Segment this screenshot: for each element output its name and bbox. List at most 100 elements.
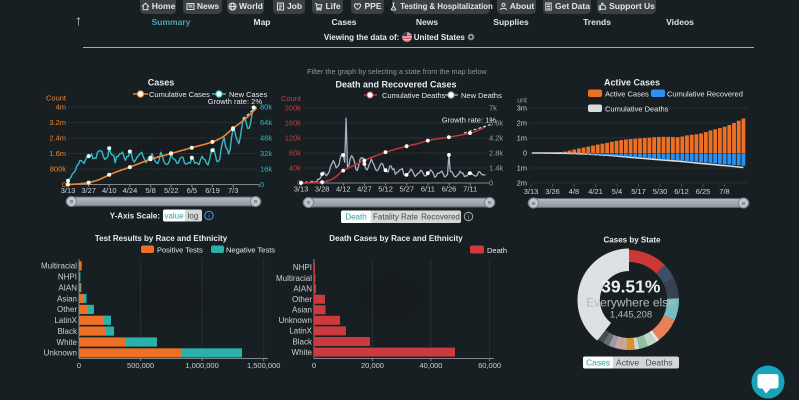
svg-text:Cumulative Deaths: Cumulative Deaths <box>605 105 669 114</box>
svg-text:≡: ≡ <box>742 201 746 208</box>
svg-text:0: 0 <box>523 149 527 158</box>
svg-text:1.6m: 1.6m <box>49 149 66 158</box>
svg-text:Active: Active <box>616 358 639 368</box>
svg-text:60,000: 60,000 <box>478 361 501 370</box>
svg-text:80k: 80k <box>260 103 272 112</box>
svg-text:4/24: 4/24 <box>123 186 138 195</box>
svg-text:3m: 3m <box>517 104 527 113</box>
svg-text:6/5: 6/5 <box>187 186 197 195</box>
svg-text:4/10: 4/10 <box>102 186 117 195</box>
svg-text:200k: 200k <box>285 104 302 113</box>
svg-text:5/17: 5/17 <box>631 187 646 196</box>
svg-text:LatinX: LatinX <box>289 327 312 336</box>
svg-text:Death Cases by Race and Ethnic: Death Cases by Race and Ethnicity <box>329 234 463 243</box>
svg-text:5/4: 5/4 <box>612 187 622 196</box>
svg-text:0: 0 <box>312 361 316 370</box>
svg-text:≡: ≡ <box>70 199 74 206</box>
svg-text:4m: 4m <box>56 103 66 112</box>
svg-text:White: White <box>57 338 78 347</box>
svg-text:unt: unt <box>517 98 527 105</box>
svg-text:log: log <box>188 211 199 220</box>
svg-text:1m: 1m <box>517 134 527 143</box>
svg-text:3/13: 3/13 <box>294 185 309 194</box>
svg-text:1,500,000: 1,500,000 <box>247 361 280 370</box>
svg-text:Cases: Cases <box>148 78 175 88</box>
svg-text:Cumulative Recovered: Cumulative Recovered <box>667 90 743 99</box>
svg-text:4/27: 4/27 <box>357 185 372 194</box>
svg-text:160k: 160k <box>285 119 302 128</box>
svg-text:Black: Black <box>57 327 78 336</box>
svg-text:3/27: 3/27 <box>81 186 96 195</box>
svg-text:1m: 1m <box>517 164 527 173</box>
svg-text:Everywhere else: Everywhere else <box>586 296 675 310</box>
svg-text:6/26: 6/26 <box>442 185 457 194</box>
svg-text:7/8: 7/8 <box>719 187 729 196</box>
svg-text:Filter the graph by selecting: Filter the graph by selecting a state fr… <box>307 67 487 76</box>
svg-text:1,445,208: 1,445,208 <box>610 310 652 321</box>
svg-text:500,000: 500,000 <box>127 361 154 370</box>
svg-text:5/27: 5/27 <box>399 185 414 194</box>
svg-text:3.2m: 3.2m <box>49 118 66 127</box>
svg-text:NHPI: NHPI <box>293 263 312 272</box>
svg-text:Asian: Asian <box>292 306 312 315</box>
svg-text:Growth rate: 1%: Growth rate: 1% <box>442 116 497 125</box>
svg-text:LatinX: LatinX <box>54 316 77 325</box>
svg-text:Fatality Rate: Fatality Rate <box>373 213 418 222</box>
svg-text:3/13: 3/13 <box>61 186 76 195</box>
svg-text:≡: ≡ <box>307 200 311 207</box>
svg-text:Black: Black <box>292 337 313 346</box>
svg-text:Deaths: Deaths <box>646 358 673 368</box>
svg-text:Active Cases: Active Cases <box>604 78 660 88</box>
svg-text:Test Results by Race and Ethni: Test Results by Race and Ethnicity <box>95 234 228 243</box>
svg-text:Recovered: Recovered <box>421 213 460 222</box>
svg-text:Y-Axis Scale:: Y-Axis Scale: <box>110 212 160 221</box>
svg-text:AIAN: AIAN <box>58 283 77 292</box>
svg-text:3/28: 3/28 <box>315 185 330 194</box>
svg-text:≡: ≡ <box>532 201 536 208</box>
svg-text:Death: Death <box>487 246 507 255</box>
svg-text:2m: 2m <box>517 119 527 128</box>
svg-text:Positive Tests: Positive Tests <box>157 246 203 255</box>
svg-text:120k: 120k <box>285 134 302 143</box>
svg-text:Growth rate: 2%: Growth rate: 2% <box>208 97 263 106</box>
svg-text:1.4k: 1.4k <box>489 164 503 173</box>
svg-text:39.51%: 39.51% <box>601 277 661 297</box>
svg-text:80k: 80k <box>289 149 301 158</box>
svg-text:32k: 32k <box>260 149 272 158</box>
svg-text:Cumulative Deaths: Cumulative Deaths <box>382 91 446 100</box>
svg-text:Negative Tests: Negative Tests <box>226 246 275 255</box>
svg-text:3/26: 3/26 <box>545 187 560 196</box>
svg-text:4/8: 4/8 <box>569 187 579 196</box>
svg-text:Active Cases: Active Cases <box>605 90 649 99</box>
svg-text:value: value <box>164 211 184 220</box>
svg-text:3/13: 3/13 <box>524 187 539 196</box>
svg-text:4/12: 4/12 <box>336 185 351 194</box>
svg-text:Death and Recovered Cases: Death and Recovered Cases <box>335 80 456 90</box>
svg-text:4.2k: 4.2k <box>489 134 503 143</box>
svg-text:5/8: 5/8 <box>145 186 155 195</box>
svg-text:NHPI: NHPI <box>58 273 77 282</box>
svg-text:5/22: 5/22 <box>164 186 179 195</box>
svg-text:Count: Count <box>46 94 67 103</box>
svg-text:0: 0 <box>260 180 264 189</box>
svg-text:Cases: Cases <box>586 358 610 368</box>
svg-text:0: 0 <box>489 179 493 188</box>
svg-text:New Cases: New Cases <box>229 90 268 99</box>
svg-text:≡: ≡ <box>488 200 492 207</box>
svg-text:7/3: 7/3 <box>228 186 238 195</box>
svg-text:0: 0 <box>77 361 81 370</box>
svg-text:≡: ≡ <box>254 199 258 206</box>
svg-text:Death: Death <box>345 213 366 222</box>
svg-text:7k: 7k <box>489 104 497 113</box>
svg-text:Cumulative Cases: Cumulative Cases <box>149 90 210 99</box>
svg-text:64k: 64k <box>260 118 272 127</box>
svg-text:AIAN: AIAN <box>293 284 312 293</box>
svg-text:Other: Other <box>57 305 77 314</box>
svg-text:6/12: 6/12 <box>674 187 689 196</box>
svg-text:Unknown: Unknown <box>279 316 312 325</box>
svg-text:2.8k: 2.8k <box>489 149 503 158</box>
svg-text:4/21: 4/21 <box>588 187 603 196</box>
svg-text:2m: 2m <box>517 179 527 188</box>
svg-text:Unknown: Unknown <box>44 349 77 358</box>
svg-text:New Deaths: New Deaths <box>461 91 502 100</box>
